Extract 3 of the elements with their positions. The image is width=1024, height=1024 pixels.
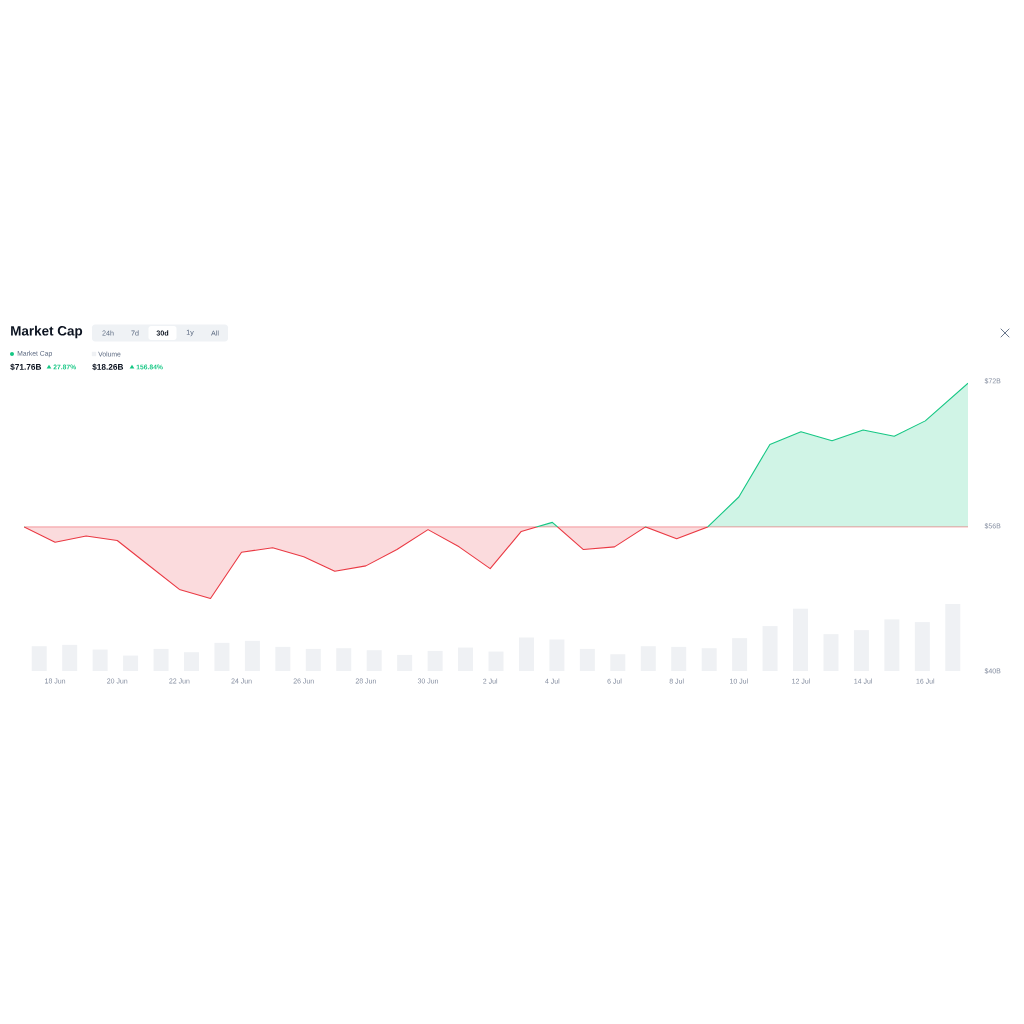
text: $71.76B	[10, 363, 42, 371]
text: $18.26B	[92, 363, 124, 371]
chart-title: Market Cap	[11, 325, 83, 339]
